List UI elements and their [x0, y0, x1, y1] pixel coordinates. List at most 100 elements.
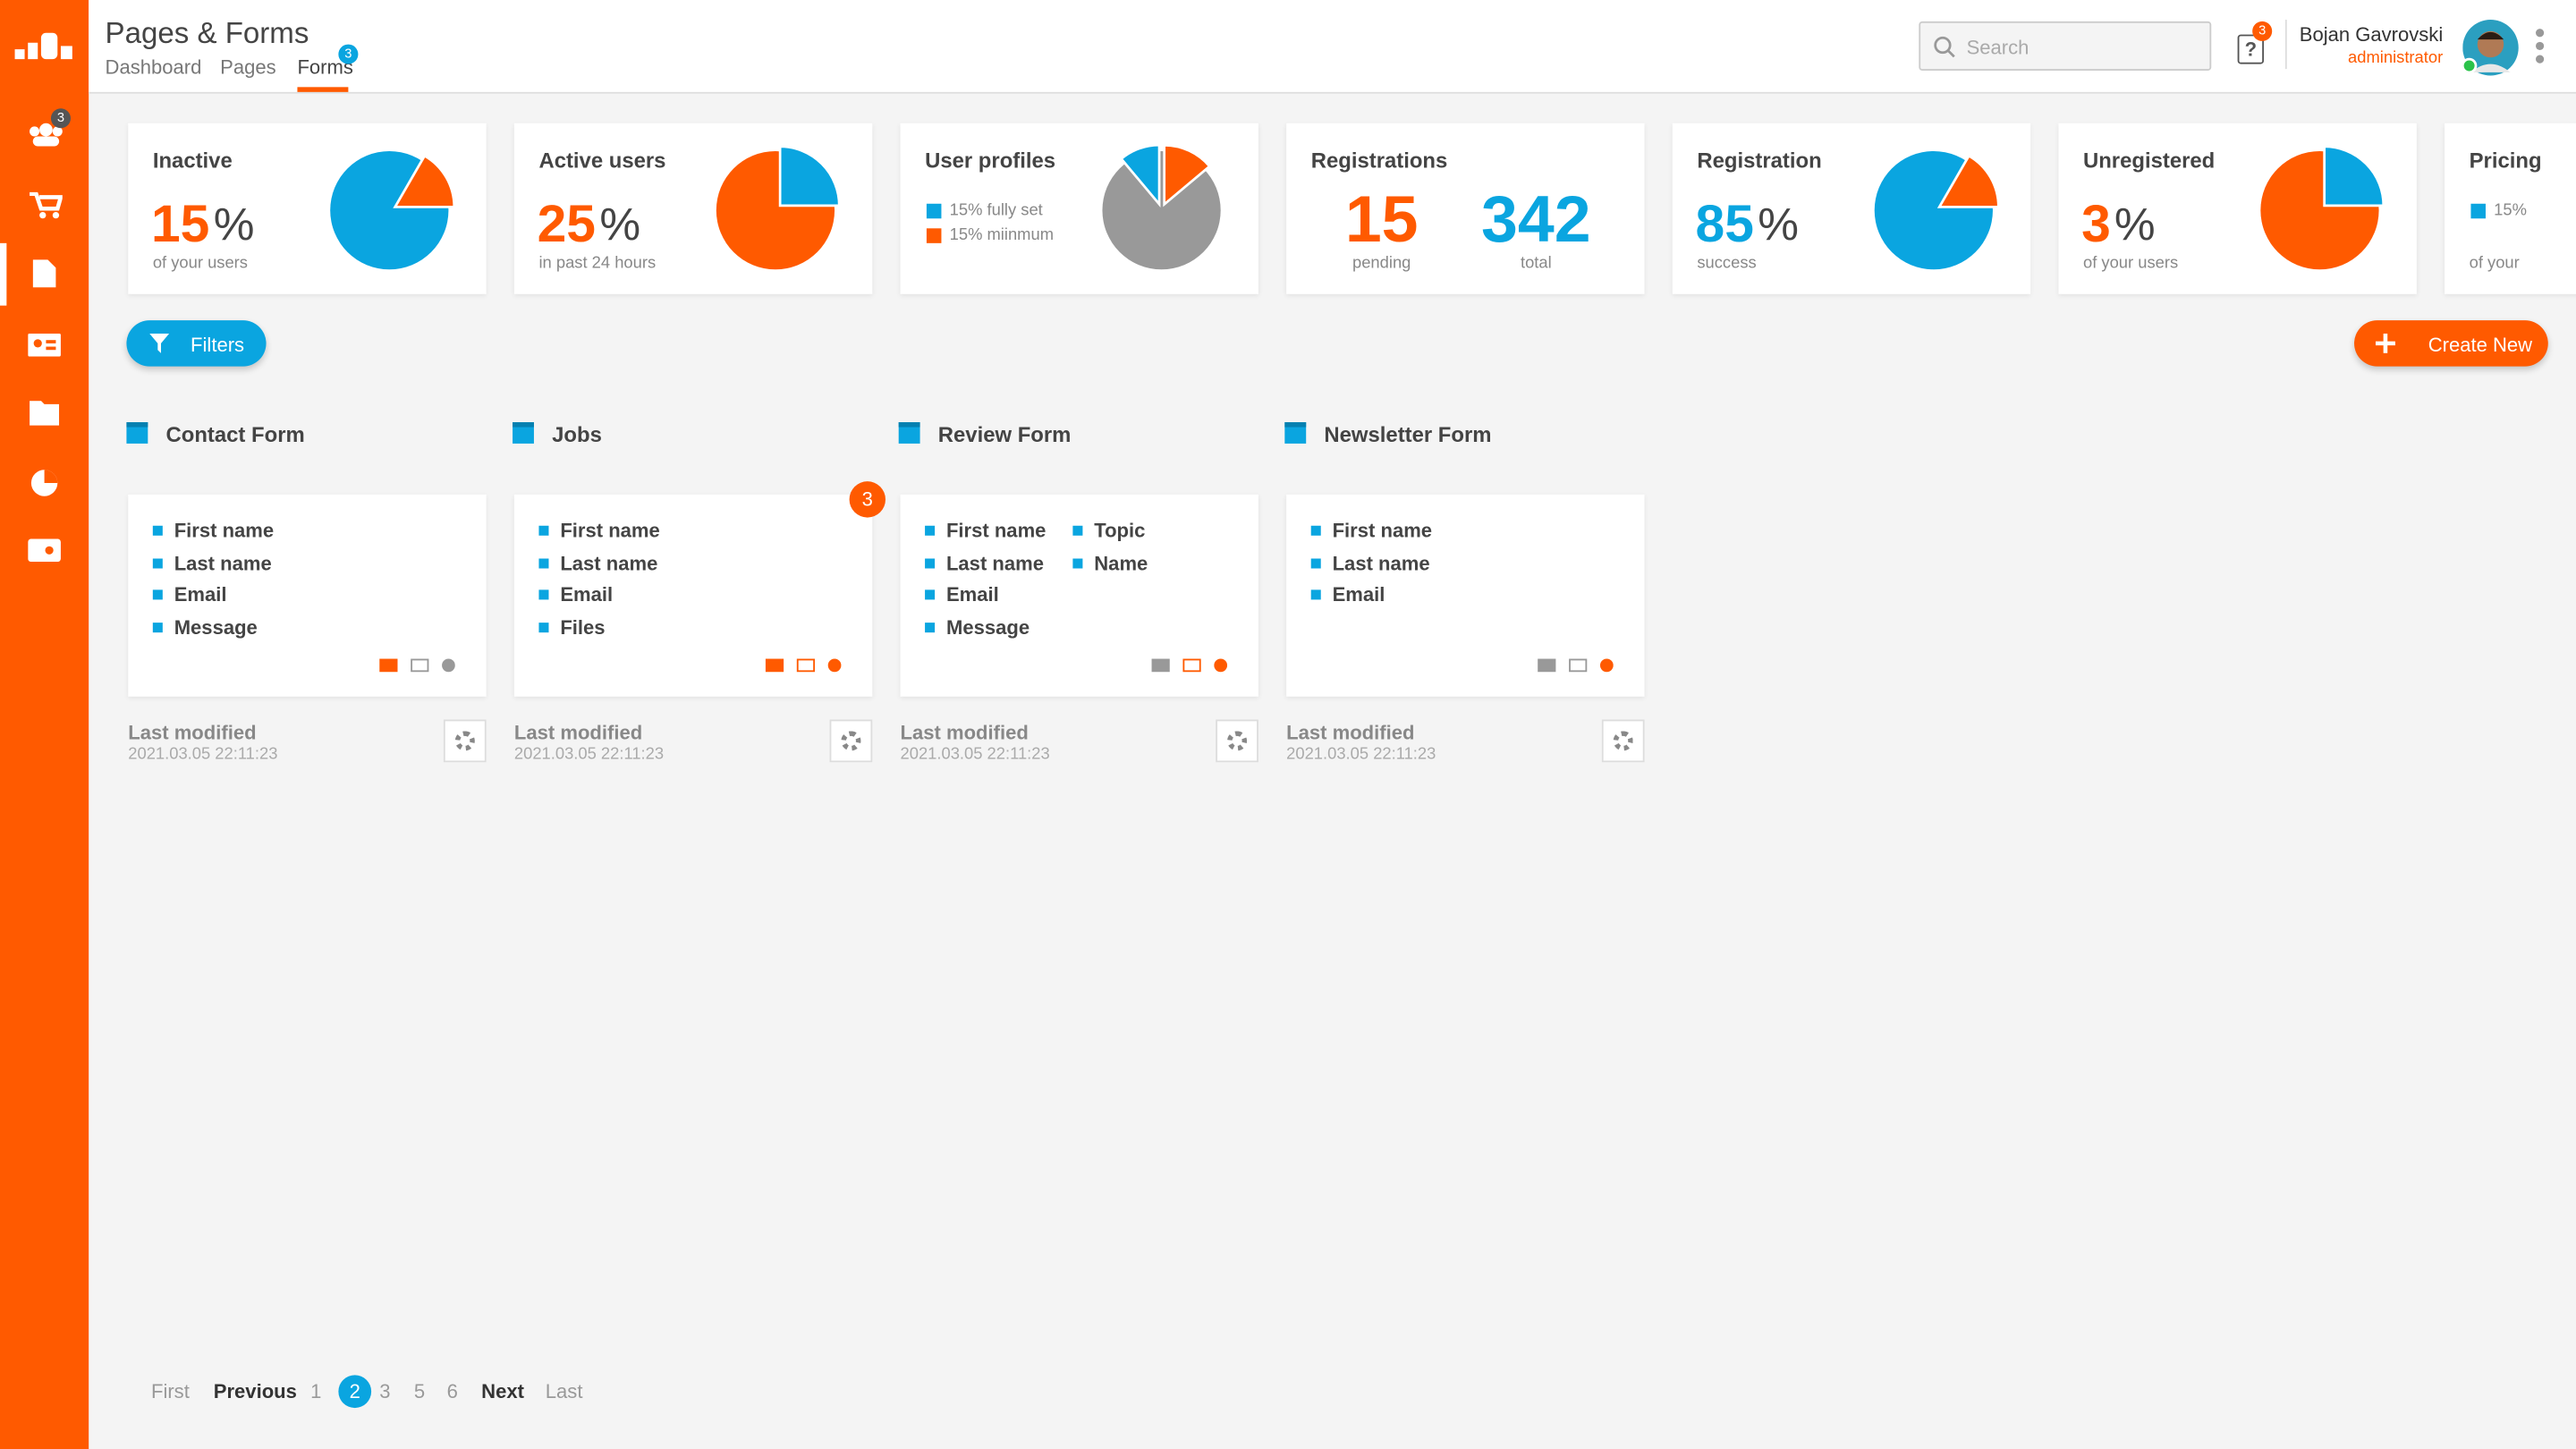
form-action-icon[interactable] [1599, 658, 1614, 673]
users-icon[interactable] [28, 118, 64, 148]
tab[interactable]: Pages [220, 55, 276, 80]
page-link[interactable]: Previous [213, 1379, 297, 1403]
divider [2284, 20, 2287, 70]
form-field: Last name [1311, 551, 1430, 574]
form-icon [126, 422, 148, 444]
stat-card: Registration 85% success [1672, 123, 2031, 294]
settings-button[interactable] [1601, 719, 1645, 763]
settings-button[interactable] [443, 719, 487, 763]
tab-underline [297, 87, 349, 92]
stat-title: Unregistered [2082, 148, 2216, 173]
stat-caption: success [1697, 254, 1757, 273]
form-action-icon[interactable] [379, 658, 398, 673]
form-action-icon[interactable] [827, 658, 842, 673]
page-link[interactable]: Last [545, 1379, 583, 1403]
pie-graphic [716, 145, 841, 270]
page-link[interactable]: First [150, 1379, 190, 1403]
tab[interactable]: Dashboard [105, 55, 202, 80]
header: Pages & Forms Search ? 3 Bojan Gavrovski… [89, 0, 2576, 94]
pie-graphic [2260, 145, 2385, 270]
tab-badge: 3 [338, 44, 359, 64]
form-action-icon[interactable] [1151, 658, 1170, 673]
gear-icon [454, 731, 475, 751]
form-icon [513, 422, 534, 444]
stat-title: Pricing [2469, 148, 2542, 173]
form-action-icon[interactable] [1538, 658, 1556, 673]
page-link[interactable]: 3 [379, 1379, 391, 1403]
stat-title: Inactive [152, 148, 233, 173]
more-menu[interactable] [2535, 28, 2545, 64]
form-action-icon[interactable] [442, 658, 455, 673]
filters-label: Filters [191, 333, 245, 357]
stat-card: Unregistered 3% of your users [2058, 123, 2417, 294]
stat-title: Registration [1697, 148, 1822, 173]
folder-icon[interactable] [30, 401, 60, 426]
legend-swatch [926, 203, 942, 219]
form-card: First name Last name Email [1286, 494, 1645, 697]
search-placeholder: Search [1966, 36, 2029, 60]
pages-icon[interactable] [32, 259, 56, 288]
form-action-icon[interactable] [1182, 658, 1201, 673]
form-title: Contact Form [165, 422, 305, 447]
stat-title: Active users [538, 148, 666, 173]
reports-icon[interactable] [30, 468, 59, 497]
stat-card: Pricing of your 15% [2445, 123, 2576, 294]
modified-label: Last modified [513, 721, 643, 745]
form-title: Review Form [937, 422, 1072, 447]
gear-icon [1227, 731, 1248, 751]
modified-date: 2021.03.05 22:11:23 [900, 745, 1050, 765]
stat-caption: in past 24 hours [538, 254, 657, 273]
stat-unit: % [1758, 199, 1800, 250]
filters-button[interactable]: Filters [126, 320, 267, 367]
form-title: Jobs [552, 422, 602, 447]
media-icon[interactable] [28, 538, 61, 563]
form-action-icon[interactable] [796, 658, 816, 673]
stat-value: 85 [1695, 193, 1754, 253]
help-icon[interactable]: ? [2237, 34, 2265, 64]
pie-graphic [330, 150, 456, 270]
page-title: Pages & Forms [105, 16, 309, 50]
settings-button[interactable] [829, 719, 873, 763]
stat-number-caption: pending [1352, 254, 1411, 273]
form-icon [1284, 422, 1307, 444]
page-link[interactable]: 5 [413, 1379, 426, 1403]
search-box[interactable]: Search [1919, 21, 2212, 71]
page-link[interactable]: 6 [446, 1379, 458, 1403]
form-field: Email [1311, 583, 1385, 606]
cart-icon[interactable] [30, 191, 63, 220]
page-link[interactable]: Next [481, 1379, 524, 1403]
modified-label: Last modified [128, 721, 257, 745]
form-field: Email [925, 583, 999, 606]
form-field: Name [1072, 551, 1148, 574]
sidebar-badge: 3 [50, 108, 71, 129]
form-action-icon[interactable] [765, 658, 784, 673]
form-field: Last name [925, 551, 1044, 574]
form-field: Email [153, 583, 227, 606]
contacts-icon[interactable] [28, 333, 61, 357]
settings-button[interactable] [1216, 719, 1258, 763]
form-field: Topic [1072, 519, 1145, 542]
form-action-icon[interactable] [411, 658, 429, 673]
legend-item: 15% fully set [926, 202, 1043, 220]
stat-value: 25 [537, 193, 596, 253]
stat-number-caption: total [1520, 254, 1552, 273]
form-action-icon[interactable] [1569, 658, 1588, 673]
stat-card: User profiles 15% fully set 15% miinmum [900, 123, 1258, 294]
create-label: Create New [2428, 333, 2533, 357]
form-action-icon[interactable] [1214, 658, 1228, 673]
page-link[interactable]: 1 [310, 1379, 322, 1403]
stat-value: 3 [2081, 193, 2111, 253]
user-name: Bojan Gavrovski [2299, 22, 2444, 47]
avatar[interactable] [2462, 20, 2521, 79]
stat-number: 15 [1344, 183, 1419, 257]
page-link[interactable]: 2 [338, 1375, 372, 1409]
stat-title: Registrations [1310, 148, 1448, 173]
create-button[interactable]: Create New [2354, 320, 2548, 367]
stat-unit: % [599, 199, 641, 250]
form-field: Message [925, 615, 1030, 639]
active-indicator [0, 242, 7, 306]
legend-item: 15% miinmum [926, 226, 1054, 245]
sidebar: 3 [0, 0, 89, 1449]
modified-date: 2021.03.05 22:11:23 [1286, 745, 1436, 765]
gear-icon [1613, 731, 1633, 751]
